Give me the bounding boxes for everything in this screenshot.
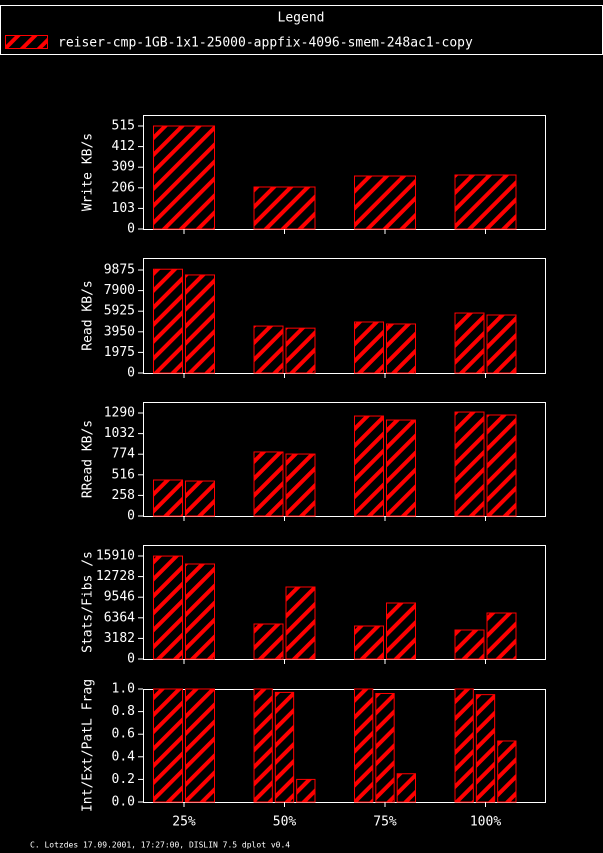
bar — [153, 688, 183, 803]
bar — [354, 688, 374, 803]
bar — [454, 411, 485, 517]
y-tick-label: 309 — [112, 160, 135, 175]
y-tick-label: 0.6 — [112, 727, 135, 742]
y-tick-label: 6364 — [104, 610, 135, 625]
y-tick-label: 1975 — [104, 345, 135, 360]
y-tick-label: 9875 — [104, 263, 135, 278]
y-tick-label: 15910 — [96, 549, 135, 564]
bar — [185, 480, 215, 517]
y-tick-label: 0 — [127, 652, 135, 667]
y-axis-label: Int/Ext/PatL Frag — [81, 679, 96, 812]
bar — [185, 274, 215, 374]
x-tick-label: 50% — [273, 815, 297, 830]
bar — [253, 451, 284, 517]
bar — [253, 623, 284, 660]
legend-swatch — [5, 35, 48, 49]
y-tick-label: 0.8 — [112, 704, 135, 719]
y-axis-label: Read KB/s — [81, 280, 96, 350]
bar — [296, 778, 316, 803]
bar — [153, 555, 183, 660]
y-tick-label: 0.4 — [112, 749, 136, 764]
plot-frame — [143, 402, 546, 517]
plot-frame — [143, 689, 546, 803]
y-tick-label: 0 — [127, 366, 135, 381]
bar — [253, 325, 284, 374]
x-tick-label: 25% — [172, 815, 196, 830]
bar — [354, 175, 416, 230]
y-tick-label: 3182 — [104, 631, 135, 646]
bar — [285, 453, 316, 517]
bar — [285, 586, 316, 660]
plot-frame — [143, 545, 546, 660]
y-axis-label: Stats/Fibs /s — [81, 551, 96, 653]
y-tick-label: 1290 — [104, 406, 135, 421]
bar — [253, 688, 273, 803]
bar — [153, 125, 215, 230]
y-tick-label: 774 — [112, 447, 136, 462]
y-tick-label: 12728 — [96, 569, 135, 584]
bar — [497, 740, 517, 803]
y-tick-label: 412 — [112, 139, 135, 154]
bar — [153, 268, 183, 374]
bar — [475, 694, 496, 803]
y-tick-label: 3950 — [104, 324, 135, 339]
bar — [486, 314, 517, 374]
bar — [354, 625, 384, 660]
bar — [386, 419, 416, 517]
y-tick-label: 206 — [112, 180, 135, 195]
bar — [454, 629, 485, 660]
legend-label: reiser-cmp-1GB-1x1-25000-appfix-4096-sme… — [58, 36, 473, 51]
bar — [375, 693, 395, 803]
bar — [454, 174, 517, 230]
legend-title: Legend — [278, 11, 325, 26]
y-axis-label: RRead KB/s — [81, 420, 96, 498]
plot-frame — [143, 115, 546, 230]
y-tick-label: 5925 — [104, 304, 135, 319]
bar — [285, 327, 316, 374]
bar — [486, 612, 517, 660]
bar — [486, 414, 517, 517]
bar — [386, 323, 416, 374]
y-tick-label: 1.0 — [112, 682, 135, 697]
footer: C. Lotzdes 17.09.2001, 17:27:00, DISLIN … — [30, 841, 290, 850]
y-tick-label: 516 — [112, 467, 135, 482]
bar — [153, 479, 183, 517]
y-tick-label: 0.2 — [112, 772, 135, 787]
plot-frame — [143, 258, 546, 374]
bar — [185, 688, 215, 803]
y-tick-label: 0.0 — [112, 795, 135, 810]
y-tick-label: 258 — [112, 488, 135, 503]
x-tick-label: 75% — [373, 815, 397, 830]
bar — [454, 312, 485, 374]
bar — [396, 773, 416, 803]
x-tick-label: 100% — [470, 815, 501, 830]
bar — [185, 563, 215, 660]
bar — [354, 415, 384, 517]
bar — [354, 321, 384, 374]
y-tick-label: 7900 — [104, 283, 135, 298]
bar — [386, 602, 416, 660]
y-tick-label: 0 — [127, 222, 135, 237]
y-tick-label: 9546 — [104, 590, 135, 605]
bar — [274, 691, 295, 803]
y-axis-label: Write KB/s — [81, 133, 96, 211]
y-tick-label: 515 — [112, 119, 135, 134]
bar — [454, 688, 474, 803]
y-tick-label: 0 — [127, 509, 135, 524]
y-tick-label: 1032 — [104, 426, 135, 441]
bar — [253, 186, 316, 230]
y-tick-label: 103 — [112, 201, 135, 216]
